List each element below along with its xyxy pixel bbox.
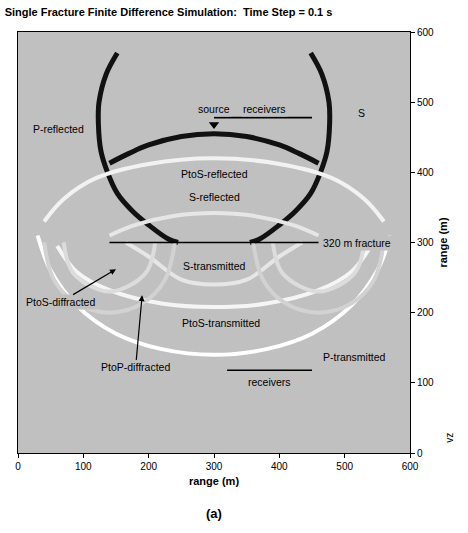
svg-text:vz: vz	[444, 433, 455, 443]
svg-text:200: 200	[140, 461, 157, 472]
svg-text:400: 400	[271, 461, 288, 472]
svg-text:range (m): range (m)	[189, 475, 239, 487]
svg-text:400: 400	[417, 167, 434, 178]
svg-text:0: 0	[417, 448, 423, 459]
svg-text:range (m): range (m)	[437, 217, 449, 267]
svg-text:receivers: receivers	[243, 103, 286, 115]
svg-text:PtoP-diffracted: PtoP-diffracted	[101, 361, 170, 373]
svg-text:source: source	[198, 103, 230, 115]
svg-text:100: 100	[417, 377, 434, 388]
svg-text:0: 0	[15, 461, 21, 472]
svg-text:100: 100	[75, 461, 92, 472]
svg-text:receivers: receivers	[248, 376, 291, 388]
svg-text:PtoS-reflected: PtoS-reflected	[181, 168, 248, 180]
svg-text:500: 500	[417, 97, 434, 108]
svg-text:P-reflected: P-reflected	[33, 123, 84, 135]
svg-text:300: 300	[417, 237, 434, 248]
svg-text:600: 600	[417, 27, 434, 38]
svg-text:500: 500	[336, 461, 353, 472]
svg-text:300: 300	[206, 461, 223, 472]
svg-text:(a): (a)	[206, 506, 222, 521]
svg-text:600: 600	[402, 461, 419, 472]
svg-text:320 m fracture: 320 m fracture	[323, 237, 391, 249]
svg-text:Single Fracture Finite Differe: Single Fracture Finite Difference Simula…	[5, 6, 333, 18]
svg-text:S-transmitted: S-transmitted	[183, 260, 246, 272]
svg-text:S: S	[358, 107, 365, 119]
svg-text:PtoS-transmitted: PtoS-transmitted	[182, 317, 260, 329]
svg-text:PtoS-diffracted: PtoS-diffracted	[26, 296, 95, 308]
svg-text:P-transmitted: P-transmitted	[323, 351, 386, 363]
svg-text:200: 200	[417, 307, 434, 318]
svg-text:S-reflected: S-reflected	[189, 191, 240, 203]
